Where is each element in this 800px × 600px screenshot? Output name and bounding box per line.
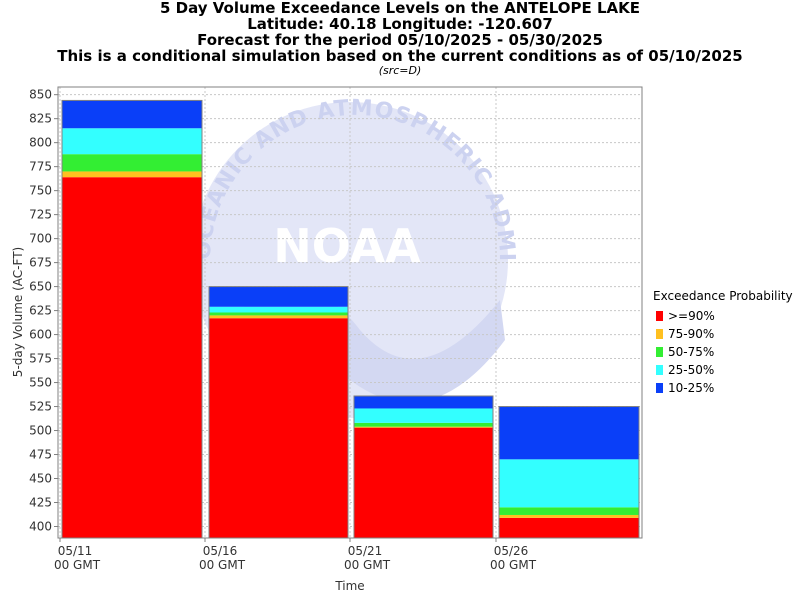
x-tick-label-date: 05/21 [348, 544, 383, 558]
x-tick-label-time: 00 GMT [54, 558, 101, 572]
legend-label: 10-25% [668, 381, 715, 395]
chart-subtitle-period: Forecast for the period 05/10/2025 - 05/… [197, 31, 603, 49]
y-tick-label: 675 [29, 256, 52, 270]
x-tick-label-time: 00 GMT [490, 558, 537, 572]
bar-segment-10-25% [209, 286, 348, 307]
y-tick-label: 475 [29, 448, 52, 462]
y-tick-label: 850 [29, 88, 52, 102]
legend-label: >=90% [668, 309, 715, 323]
watermark-noaa-text: NOAA [273, 219, 421, 273]
x-tick-label-date: 05/11 [58, 544, 93, 558]
bar-segment-25-50% [499, 459, 639, 508]
bar-segment-50-75% [354, 422, 493, 427]
y-tick-label: 700 [29, 232, 52, 246]
bar-segment-75-90% [62, 171, 202, 178]
legend-swatch [656, 383, 663, 393]
bar-segment-50-75% [209, 312, 348, 316]
legend-label: 75-90% [668, 327, 715, 341]
y-tick-label: 600 [29, 328, 52, 342]
legend-swatch [656, 329, 663, 339]
legend-item: 75-90% [653, 325, 793, 343]
chart-subtitle-location: Latitude: 40.18 Longitude: -120.607 [247, 15, 553, 33]
bar-segment-25-50% [62, 128, 202, 155]
x-tick-label-date: 05/26 [494, 544, 529, 558]
bar-segment->=90% [354, 427, 493, 538]
y-tick-label: 825 [29, 112, 52, 126]
bar-segment-25-50% [354, 408, 493, 423]
x-tick-label-date: 05/16 [203, 544, 238, 558]
y-tick-label: 525 [29, 400, 52, 414]
chart-title: 5 Day Volume Exceedance Levels on the AN… [159, 0, 641, 17]
x-axis-label: Time [334, 579, 364, 593]
bar-segment-75-90% [209, 315, 348, 319]
legend-item: >=90% [653, 307, 793, 325]
bar-segment-50-75% [62, 154, 202, 172]
bar-segment-25-50% [209, 306, 348, 313]
bar-segment->=90% [209, 318, 348, 538]
bar-segment-75-90% [354, 426, 493, 428]
axes: 400 425 450 475 500 525 550 575 600 625 650 675 700 7… [11, 86, 643, 593]
legend-item: 10-25% [653, 379, 793, 397]
y-tick-label: 800 [29, 136, 52, 150]
legend-swatch [656, 347, 663, 357]
legend-item: 50-75% [653, 343, 793, 361]
y-tick-label: 650 [29, 280, 52, 294]
bar-segment-10-25% [62, 100, 202, 129]
bars [61, 99, 640, 539]
source-note: (src=D) [378, 64, 422, 77]
legend-item: 25-50% [653, 361, 793, 379]
x-tick-label-time: 00 GMT [199, 558, 246, 572]
bar-segment-75-90% [499, 514, 639, 518]
bar-segment-50-75% [499, 507, 639, 515]
bar-segment->=90% [499, 517, 639, 538]
y-axis-label: 5-day Volume (AC-FT) [11, 247, 25, 377]
y-tick-label: 775 [29, 160, 52, 174]
x-tick-label-time: 00 GMT [344, 558, 391, 572]
chart-title-block: 5 Day Volume Exceedance Levels on the AN… [0, 0, 800, 78]
legend-swatch [656, 311, 663, 321]
legend-title: Exceedance Probability [653, 289, 793, 303]
y-tick-label: 400 [29, 519, 52, 533]
chart-subtitle-conditions: This is a conditional simulation based o… [57, 47, 743, 65]
bar-segment-10-25% [354, 395, 493, 409]
legend: Exceedance Probability >=90% 75-90% 50-75%… [653, 289, 793, 397]
y-tick-label: 450 [29, 472, 52, 486]
legend-swatch [656, 365, 663, 375]
y-tick-label: 500 [29, 424, 52, 438]
y-tick-label: 575 [29, 352, 52, 366]
legend-label: 50-75% [668, 345, 715, 359]
y-tick-label: 425 [29, 495, 52, 509]
y-tick-label: 750 [29, 184, 52, 198]
legend-label: 25-50% [668, 363, 715, 377]
bar-segment-10-25% [499, 406, 639, 460]
y-tick-label: 550 [29, 376, 52, 390]
bar-segment->=90% [62, 177, 202, 538]
y-tick-label: 625 [29, 304, 52, 318]
y-tick-label: 725 [29, 208, 52, 222]
